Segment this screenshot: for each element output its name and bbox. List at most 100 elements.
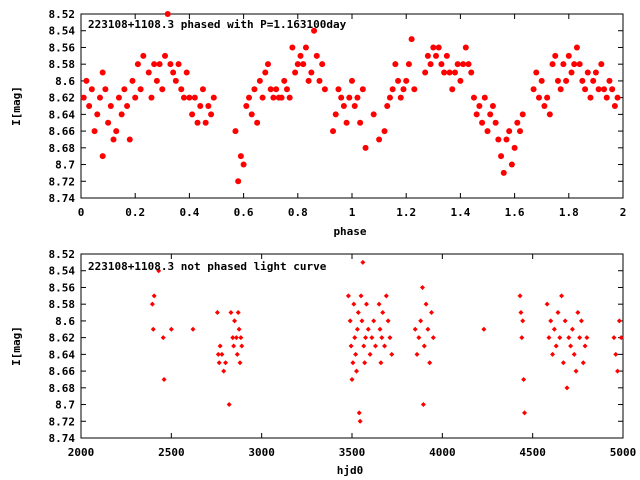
data-point bbox=[335, 86, 342, 93]
data-point bbox=[129, 77, 136, 84]
x-axis-label: hjd0 bbox=[337, 464, 364, 477]
y-tick-label: 8.74 bbox=[49, 432, 76, 445]
data-point bbox=[183, 69, 190, 76]
data-point bbox=[400, 86, 407, 93]
x-tick-label: 0.4 bbox=[179, 206, 199, 219]
y-tick-label: 8.62 bbox=[49, 332, 76, 345]
data-point bbox=[489, 103, 496, 109]
y-tick-label: 8.62 bbox=[49, 92, 76, 105]
data-point bbox=[186, 94, 193, 101]
data-point bbox=[343, 119, 350, 126]
data-point bbox=[234, 351, 240, 357]
data-point bbox=[208, 111, 215, 118]
data-point bbox=[614, 94, 621, 101]
data-point bbox=[214, 310, 220, 316]
data-point bbox=[371, 318, 377, 324]
data-point bbox=[430, 44, 437, 51]
data-point bbox=[228, 310, 234, 316]
data-point bbox=[598, 61, 605, 68]
x-tick-label: 0.6 bbox=[234, 206, 254, 219]
data-point bbox=[384, 103, 391, 109]
data-point bbox=[582, 343, 588, 349]
data-point bbox=[99, 69, 106, 76]
data-point bbox=[595, 86, 602, 93]
data-point bbox=[481, 326, 487, 332]
data-point bbox=[560, 360, 566, 366]
data-point bbox=[347, 318, 353, 324]
data-point bbox=[150, 326, 156, 332]
data-point bbox=[470, 94, 477, 101]
data-point bbox=[294, 61, 301, 68]
data-point bbox=[362, 144, 369, 151]
data-point bbox=[535, 94, 542, 101]
data-point bbox=[584, 335, 590, 341]
data-point bbox=[557, 335, 563, 341]
data-point bbox=[550, 351, 556, 357]
data-point bbox=[232, 128, 239, 135]
data-point bbox=[481, 94, 488, 101]
data-point bbox=[520, 318, 526, 324]
data-point bbox=[603, 94, 610, 101]
data-point bbox=[134, 61, 141, 68]
data-point bbox=[557, 86, 564, 93]
data-point bbox=[149, 301, 155, 307]
data-point bbox=[170, 69, 177, 76]
data-point bbox=[365, 326, 371, 332]
y-tick-label: 8.66 bbox=[49, 125, 76, 138]
data-point bbox=[178, 86, 185, 93]
data-point bbox=[544, 94, 551, 101]
data-point bbox=[592, 69, 599, 76]
data-point bbox=[300, 61, 307, 68]
data-point bbox=[385, 318, 391, 324]
data-point bbox=[555, 310, 561, 316]
data-point bbox=[167, 61, 174, 68]
data-point bbox=[270, 94, 277, 101]
data-point bbox=[235, 310, 241, 316]
y-axis-label: I[mag] bbox=[10, 86, 23, 126]
data-point bbox=[330, 128, 337, 135]
data-point bbox=[340, 103, 347, 109]
x-tick-label: 1.6 bbox=[505, 206, 525, 219]
data-point bbox=[345, 293, 351, 299]
data-point bbox=[569, 326, 575, 332]
data-point bbox=[519, 111, 526, 118]
data-point bbox=[359, 318, 365, 324]
y-tick-label: 8.72 bbox=[49, 175, 76, 188]
data-point bbox=[563, 77, 570, 84]
data-point bbox=[156, 268, 162, 274]
y-tick-label: 8.68 bbox=[49, 382, 76, 395]
data-point bbox=[232, 318, 238, 324]
y-tick-label: 8.52 bbox=[49, 248, 76, 261]
data-point bbox=[382, 343, 388, 349]
data-point bbox=[362, 360, 368, 366]
data-point bbox=[564, 385, 570, 391]
data-point bbox=[554, 77, 561, 84]
data-point bbox=[441, 69, 448, 76]
data-point bbox=[259, 94, 266, 101]
data-point bbox=[349, 376, 355, 382]
data-point bbox=[132, 94, 139, 101]
data-point bbox=[308, 69, 315, 76]
data-point bbox=[538, 77, 545, 84]
data-point bbox=[568, 343, 574, 349]
data-point bbox=[473, 111, 480, 118]
data-point bbox=[514, 119, 521, 126]
data-point bbox=[246, 94, 253, 101]
data-point bbox=[357, 418, 363, 424]
data-point bbox=[506, 128, 513, 135]
data-point bbox=[422, 69, 429, 76]
data-point bbox=[239, 343, 245, 349]
unphased-light-curve-panel: 2000 2500 3000 3500 4000 4500 5000 8.528.548.5… bbox=[10, 248, 636, 477]
y-axis-label: I[mag] bbox=[10, 326, 23, 366]
data-point bbox=[425, 326, 431, 332]
data-point bbox=[503, 136, 510, 143]
data-point bbox=[576, 61, 583, 68]
data-point bbox=[438, 61, 445, 68]
data-point bbox=[430, 335, 436, 341]
data-point bbox=[578, 318, 584, 324]
data-point bbox=[521, 376, 527, 382]
data-point bbox=[408, 36, 415, 43]
data-point bbox=[403, 77, 410, 84]
data-point bbox=[492, 119, 499, 126]
data-point bbox=[205, 103, 212, 109]
